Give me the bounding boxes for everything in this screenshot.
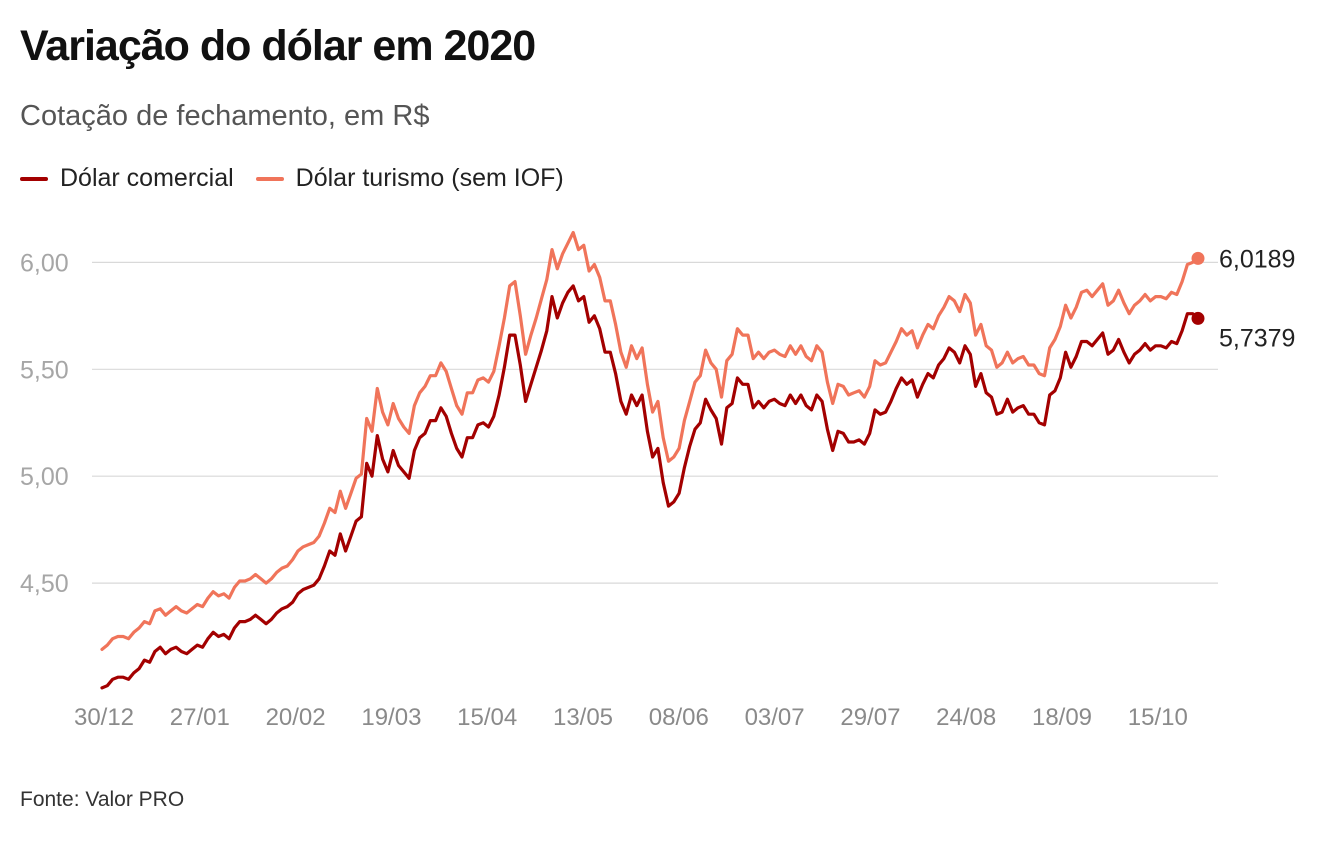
legend-item-turismo: Dólar turismo (sem IOF) bbox=[255, 164, 564, 193]
x-tick-label: 19/03 bbox=[361, 704, 421, 731]
series-line-turismo bbox=[100, 230, 1200, 651]
chart-subtitle: Cotação de fechamento, em R$ bbox=[20, 100, 430, 132]
y-tick-label: 4,50 bbox=[20, 570, 69, 598]
end-label-turismo: 6,0189 bbox=[1219, 245, 1295, 273]
x-tick-label: 15/10 bbox=[1128, 704, 1188, 731]
legend-label-comercial: Dólar comercial bbox=[60, 164, 234, 192]
chart-title: Variação do dólar em 2020 bbox=[20, 22, 536, 70]
x-tick-label: 03/07 bbox=[745, 704, 805, 731]
end-marker-comercial bbox=[1191, 311, 1205, 325]
x-tick-label: 15/04 bbox=[457, 704, 517, 731]
y-tick-label: 5,00 bbox=[20, 463, 69, 491]
legend-item-comercial: Dólar comercial bbox=[20, 164, 234, 193]
x-tick-label: 30/12 bbox=[74, 704, 134, 731]
legend-swatch-turismo bbox=[255, 176, 284, 181]
series-line-comercial bbox=[100, 284, 1200, 690]
x-tick-label: 18/09 bbox=[1032, 704, 1092, 731]
x-tick-label: 20/02 bbox=[266, 704, 326, 731]
y-tick-label: 5,50 bbox=[20, 356, 69, 384]
x-tick-label: 13/05 bbox=[553, 704, 613, 731]
chart-legend: Dólar comercial Dólar turismo (sem IOF) bbox=[20, 164, 586, 193]
legend-swatch-comercial bbox=[20, 176, 48, 181]
x-tick-label: 08/06 bbox=[649, 704, 709, 731]
end-marker-turismo bbox=[1191, 251, 1205, 265]
x-tick-label: 27/01 bbox=[170, 704, 230, 731]
y-tick-label: 6,00 bbox=[20, 249, 69, 277]
x-tick-label: 29/07 bbox=[840, 704, 900, 731]
x-tick-label: 24/08 bbox=[936, 704, 996, 731]
source-note: Fonte: Valor PRO bbox=[20, 788, 185, 811]
legend-label-turismo: Dólar turismo (sem IOF) bbox=[295, 164, 564, 192]
end-label-comercial: 5,7379 bbox=[1219, 324, 1295, 352]
